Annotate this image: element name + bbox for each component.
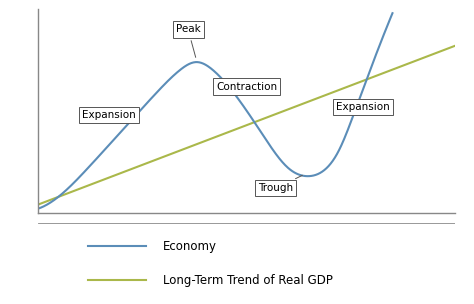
Text: Trough: Trough	[258, 175, 302, 193]
Text: Long-Term Trend of Real GDP: Long-Term Trend of Real GDP	[163, 274, 333, 287]
Text: Expansion: Expansion	[82, 110, 136, 120]
Text: Peak: Peak	[176, 25, 201, 57]
Text: Contraction: Contraction	[216, 81, 277, 92]
Text: Economy: Economy	[163, 240, 217, 253]
Text: Expansion: Expansion	[337, 102, 390, 112]
